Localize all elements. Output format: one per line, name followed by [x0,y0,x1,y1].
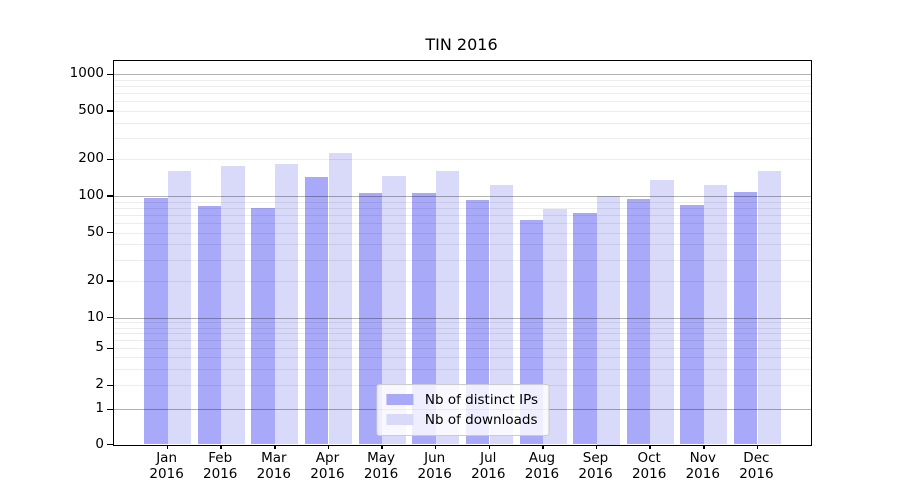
y-tick-label-2: 2 [95,376,104,393]
legend-swatch-distinct-ips [385,394,413,405]
x-tick-mark-feb [220,444,222,449]
bar-distinct-ips-mar [251,208,275,445]
bar-downloads-may [382,175,406,445]
legend-swatch-downloads [385,414,413,425]
y-tick-label-50: 50 [86,223,104,240]
y-tick-mark-10 [107,316,113,319]
y-tick-mark-1000 [107,73,113,76]
y-tick-label-1: 1 [95,400,104,417]
y-tick-mark-20 [107,280,113,282]
y-tick-mark-2 [107,384,113,387]
x-tick-label-apr: Apr 2016 [310,450,345,482]
x-tick-mark-jan [166,444,169,449]
bar-downloads-dec [757,170,781,445]
x-tick-label-dec: Dec 2016 [739,450,774,482]
bar-distinct-ips-jun [412,193,436,445]
legend-item-downloads: Nb of downloads [385,410,538,430]
bar-downloads-feb [221,166,245,445]
x-tick-label-oct: Oct 2016 [631,450,667,482]
y-tick-label-100: 100 [78,187,104,203]
bar-downloads-nov [703,185,728,445]
y-tick-mark-5 [107,347,113,350]
x-tick-label-sep: Sep 2016 [578,450,613,482]
x-tick-mark-apr [327,444,330,449]
bar-downloads-jan [167,170,192,445]
x-tick-mark-nov [703,444,705,449]
x-tick-label-nov: Nov 2016 [685,450,720,482]
bar-distinct-ips-feb [197,206,222,445]
bar-distinct-ips-jan [144,198,168,445]
y-tick-mark-0 [107,443,113,446]
x-tick-label-jan: Jan 2016 [149,450,184,482]
bar-distinct-ips-may [358,193,383,445]
bar-downloads-mar [275,164,299,445]
x-tick-label-mar: Mar 2016 [256,450,292,482]
y-tick-mark-200 [107,158,113,161]
y-tick-label-10: 10 [86,308,104,325]
legend-item-distinct-ips: Nb of distinct IPs [385,390,539,410]
legend-label-downloads: Nb of downloads [424,411,538,428]
x-tick-mark-dec [756,444,759,449]
x-tick-mark-jul [488,444,491,449]
y-tick-label-5: 5 [95,339,104,356]
bar-distinct-ips-dec [733,191,758,445]
bar-downloads-jun [435,170,460,445]
y-tick-label-1000: 1000 [69,65,104,82]
bar-downloads-sep [596,196,621,445]
y-tick-label-200: 200 [78,150,104,167]
legend: Nb of distinct IPs Nb of downloads [375,383,550,436]
chart-title: TIN 2016 [425,35,498,54]
x-tick-label-aug: Aug 2016 [524,450,560,482]
y-tick-mark-500 [107,110,113,112]
x-tick-label-jun: Jun 2016 [417,450,452,482]
x-tick-mark-oct [649,444,651,449]
x-tick-mark-sep [595,444,598,449]
x-tick-label-jul: Jul 2016 [471,450,506,482]
bar-downloads-oct [650,180,674,445]
bar-downloads-jul [489,184,513,445]
bar-distinct-ips-apr [305,177,329,445]
x-tick-mark-mar [274,444,276,449]
plot-area: Nb of distinct IPs Nb of downloads [107,59,812,449]
x-tick-mark-aug [542,444,544,449]
bar-downloads-apr [328,153,353,445]
y-tick-label-0: 0 [95,435,104,452]
bar-distinct-ips-jul [465,199,490,445]
x-tick-label-feb: Feb 2016 [203,450,238,482]
y-tick-label-500: 500 [78,101,104,118]
bar-distinct-ips-sep [573,212,597,445]
x-tick-mark-may [381,444,383,449]
bar-distinct-ips-nov [680,204,704,445]
y-tick-mark-100 [107,195,113,197]
bar-distinct-ips-oct [626,198,651,445]
legend-label-distinct-ips: Nb of distinct IPs [424,391,539,408]
bar-downloads-aug [543,209,567,445]
x-tick-mark-jun [434,444,437,449]
y-tick-label-20: 20 [86,272,104,289]
y-tick-mark-1 [107,408,113,411]
y-tick-mark-50 [107,231,113,234]
x-tick-label-may: May 2016 [363,450,399,482]
